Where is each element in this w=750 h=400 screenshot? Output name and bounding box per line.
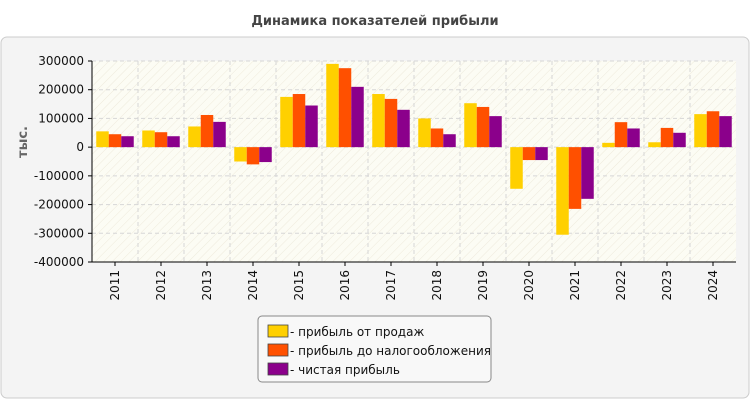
legend-label: - прибыль от продаж <box>290 325 424 339</box>
bar <box>259 147 272 163</box>
y-tick-label: -200000 <box>34 198 84 212</box>
bar <box>568 147 582 209</box>
bar <box>188 126 201 148</box>
legend-label: - прибыль до налогообложения <box>290 344 491 358</box>
bar <box>694 114 707 148</box>
x-tick-label: 2016 <box>338 270 352 301</box>
bar <box>200 114 214 148</box>
y-tick-label: 0 <box>76 140 84 154</box>
x-tick-label: 2014 <box>246 270 260 301</box>
y-tick-label: -100000 <box>34 169 84 183</box>
bar <box>418 118 431 148</box>
legend: - прибыль от продаж - прибыль до налогооб… <box>257 315 492 383</box>
plot-area <box>92 60 736 263</box>
x-tick-label: 2012 <box>154 270 168 301</box>
bar <box>338 68 352 148</box>
y-tick-label: -400000 <box>34 255 84 269</box>
bar <box>706 111 720 148</box>
legend-label: - чистая прибыль <box>290 363 400 377</box>
y-tick-label: 200000 <box>38 83 84 97</box>
y-tick-label: -300000 <box>34 226 84 240</box>
bar <box>581 147 594 199</box>
y-axis-label: тыс. <box>16 126 31 158</box>
bar <box>556 147 569 235</box>
bar <box>121 136 134 148</box>
x-tick-label: 2013 <box>200 270 214 301</box>
x-tick-label: 2019 <box>476 270 490 301</box>
bar <box>96 131 109 148</box>
bar <box>234 147 247 162</box>
bar <box>430 128 444 148</box>
bar <box>489 116 502 148</box>
bar <box>108 134 122 148</box>
bar <box>154 132 168 148</box>
x-tick-label: 2024 <box>706 270 720 301</box>
bar <box>476 106 490 148</box>
legend-swatch <box>267 362 289 376</box>
bar <box>384 98 398 148</box>
bar <box>627 128 640 148</box>
bar <box>397 109 410 148</box>
bar <box>372 94 385 148</box>
bar <box>280 96 293 148</box>
bar <box>326 63 339 148</box>
y-tick-label: 100000 <box>38 111 84 125</box>
bar <box>213 121 226 148</box>
bar <box>305 105 318 148</box>
bar <box>535 147 548 161</box>
bars-group <box>96 63 732 235</box>
bar <box>719 116 732 148</box>
y-tick-label: 300000 <box>38 54 84 68</box>
x-tick-label: 2020 <box>522 270 536 301</box>
legend-swatch <box>267 343 289 357</box>
x-tick-label: 2015 <box>292 270 306 301</box>
bar <box>614 122 628 148</box>
x-tick-label: 2023 <box>660 270 674 301</box>
bar <box>351 86 364 148</box>
bar <box>443 134 456 148</box>
bar <box>648 142 661 148</box>
bar <box>292 94 306 148</box>
x-tick-label: 2017 <box>384 270 398 301</box>
x-tick-label: 2022 <box>614 270 628 301</box>
bar <box>522 147 536 161</box>
bar <box>142 130 155 148</box>
bar <box>660 127 674 148</box>
axes-group: 300000 200000 100000 0 -100000 -200000 -300000… <box>34 54 736 301</box>
bar <box>246 147 260 165</box>
chart-title: Динамика показателей прибыли <box>251 14 498 29</box>
x-tick-label: 2011 <box>108 270 122 301</box>
bar <box>673 132 686 148</box>
bar <box>510 147 523 189</box>
bar <box>602 142 615 148</box>
bar <box>464 103 477 148</box>
x-tick-label: 2018 <box>430 270 444 301</box>
legend-box <box>257 315 492 383</box>
bar <box>167 136 180 148</box>
legend-swatch <box>267 324 289 338</box>
x-tick-label: 2021 <box>568 270 582 301</box>
